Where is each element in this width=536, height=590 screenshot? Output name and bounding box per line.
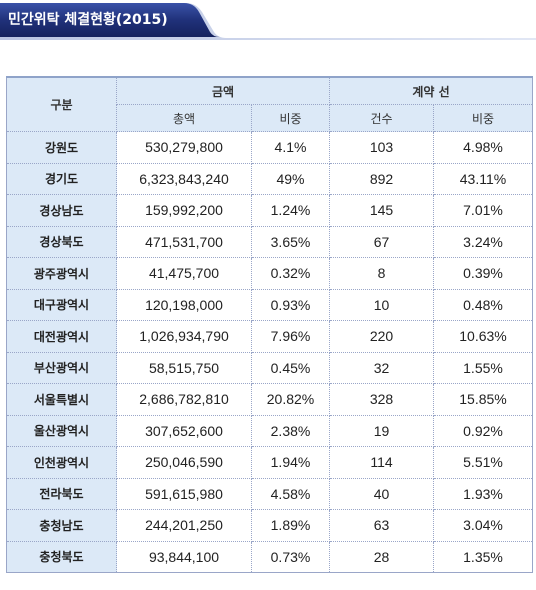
count-cell: 8 (329, 257, 434, 290)
amount-ratio-cell: 1.24% (251, 194, 330, 227)
count-cell: 40 (329, 477, 434, 510)
total-amount-cell: 250,046,590 (116, 446, 252, 479)
region-cell: 강원도 (6, 131, 117, 164)
table-row: 강원도 530,279,800 4.1% 103 4.98% (6, 131, 533, 164)
region-cell: 경상북도 (6, 225, 117, 258)
count-ratio-cell: 43.11% (433, 162, 533, 195)
count-ratio-cell: 0.39% (433, 257, 533, 290)
count-cell: 19 (329, 414, 434, 447)
amount-ratio-cell: 49% (251, 162, 330, 195)
region-cell: 부산광역시 (6, 351, 117, 384)
total-amount-cell: 591,615,980 (116, 477, 252, 510)
header-count-ratio: 비중 (433, 104, 533, 132)
header-contract-group: 계약 선 (329, 76, 533, 105)
total-amount-cell: 159,992,200 (116, 194, 252, 227)
table-row: 광주광역시 41,475,700 0.32% 8 0.39% (6, 257, 533, 290)
count-cell: 32 (329, 351, 434, 384)
amount-ratio-cell: 20.82% (251, 383, 330, 416)
table-row: 인천광역시 250,046,590 1.94% 114 5.51% (6, 446, 533, 479)
total-amount-cell: 2,686,782,810 (116, 383, 252, 416)
header-total-amount: 총액 (116, 104, 252, 132)
count-cell: 67 (329, 225, 434, 258)
region-cell: 전라북도 (6, 477, 117, 510)
table-row: 충청남도 244,201,250 1.89% 63 3.04% (6, 509, 533, 542)
table-row: 부산광역시 58,515,750 0.45% 32 1.55% (6, 351, 533, 384)
count-cell: 28 (329, 540, 434, 573)
count-cell: 103 (329, 131, 434, 164)
count-cell: 892 (329, 162, 434, 195)
count-cell: 114 (329, 446, 434, 479)
region-cell: 울산광역시 (6, 414, 117, 447)
total-amount-cell: 307,652,600 (116, 414, 252, 447)
amount-ratio-cell: 7.96% (251, 320, 330, 353)
amount-ratio-cell: 4.58% (251, 477, 330, 510)
page-title: 민간위탁 체결현황(2015) (8, 12, 168, 28)
total-amount-cell: 1,026,934,790 (116, 320, 252, 353)
count-cell: 145 (329, 194, 434, 227)
total-amount-cell: 93,844,100 (116, 540, 252, 573)
table-row: 전라북도 591,615,980 4.58% 40 1.93% (6, 477, 533, 510)
count-cell: 220 (329, 320, 434, 353)
total-amount-cell: 530,279,800 (116, 131, 252, 164)
count-cell: 10 (329, 288, 434, 321)
region-cell: 광주광역시 (6, 257, 117, 290)
region-cell: 대구광역시 (6, 288, 117, 321)
amount-ratio-cell: 1.89% (251, 509, 330, 542)
table-row: 경기도 6,323,843,240 49% 892 43.11% (6, 162, 533, 195)
region-cell: 경기도 (6, 162, 117, 195)
region-cell: 인천광역시 (6, 446, 117, 479)
amount-ratio-cell: 4.1% (251, 131, 330, 164)
count-ratio-cell: 4.98% (433, 131, 533, 164)
amount-ratio-cell: 2.38% (251, 414, 330, 447)
region-cell: 경상남도 (6, 194, 117, 227)
count-ratio-cell: 7.01% (433, 194, 533, 227)
region-cell: 충청남도 (6, 509, 117, 542)
count-ratio-cell: 3.04% (433, 509, 533, 542)
total-amount-cell: 120,198,000 (116, 288, 252, 321)
region-cell: 서울특별시 (6, 383, 117, 416)
header-amount-group: 금액 (116, 76, 330, 105)
count-cell: 63 (329, 509, 434, 542)
amount-ratio-cell: 0.73% (251, 540, 330, 573)
count-ratio-cell: 5.51% (433, 446, 533, 479)
count-ratio-cell: 1.93% (433, 477, 533, 510)
header-amount-ratio: 비중 (251, 104, 330, 132)
total-amount-cell: 6,323,843,240 (116, 162, 252, 195)
table-row: 울산광역시 307,652,600 2.38% 19 0.92% (6, 414, 533, 447)
table-row: 경상북도 471,531,700 3.65% 67 3.24% (6, 225, 533, 258)
total-amount-cell: 41,475,700 (116, 257, 252, 290)
amount-ratio-cell: 1.94% (251, 446, 330, 479)
contract-status-table: 구분 금액 계약 선 총액 비중 건수 비중 강원도 530,279,800 4.1… (6, 76, 533, 573)
header-count: 건수 (329, 104, 434, 132)
amount-ratio-cell: 0.93% (251, 288, 330, 321)
count-cell: 328 (329, 383, 434, 416)
table-row: 충청북도 93,844,100 0.73% 28 1.35% (6, 540, 533, 573)
amount-ratio-cell: 3.65% (251, 225, 330, 258)
title-banner-shape (0, 3, 536, 40)
count-ratio-cell: 10.63% (433, 320, 533, 353)
count-ratio-cell: 0.48% (433, 288, 533, 321)
table-row: 서울특별시 2,686,782,810 20.82% 328 15.85% (6, 383, 533, 416)
count-ratio-cell: 0.92% (433, 414, 533, 447)
table-row: 경상남도 159,992,200 1.24% 145 7.01% (6, 194, 533, 227)
amount-ratio-cell: 0.45% (251, 351, 330, 384)
count-ratio-cell: 1.35% (433, 540, 533, 573)
total-amount-cell: 58,515,750 (116, 351, 252, 384)
header-division: 구분 (6, 76, 117, 132)
table-row: 대전광역시 1,026,934,790 7.96% 220 10.63% (6, 320, 533, 353)
table-row: 대구광역시 120,198,000 0.93% 10 0.48% (6, 288, 533, 321)
table-body: 강원도 530,279,800 4.1% 103 4.98% 경기도 6,323,843,2… (6, 131, 533, 573)
count-ratio-cell: 3.24% (433, 225, 533, 258)
count-ratio-cell: 1.55% (433, 351, 533, 384)
region-cell: 충청북도 (6, 540, 117, 573)
amount-ratio-cell: 0.32% (251, 257, 330, 290)
total-amount-cell: 244,201,250 (116, 509, 252, 542)
region-cell: 대전광역시 (6, 320, 117, 353)
count-ratio-cell: 15.85% (433, 383, 533, 416)
title-bar: 민간위탁 체결현황(2015) (0, 0, 536, 44)
total-amount-cell: 471,531,700 (116, 225, 252, 258)
